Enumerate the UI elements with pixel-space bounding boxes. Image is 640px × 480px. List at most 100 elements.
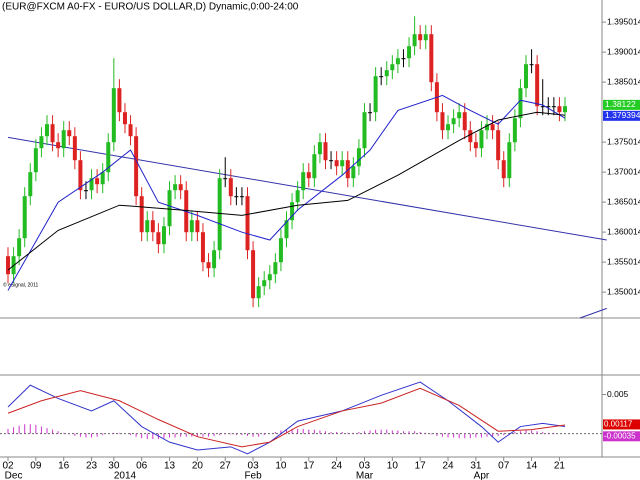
y-tick-label: 1.370014 bbox=[607, 166, 640, 176]
candle-body bbox=[563, 106, 567, 113]
price-marker-label: 1.38122 bbox=[605, 99, 636, 109]
candle-body bbox=[278, 238, 283, 263]
x-tick-label: 09 bbox=[30, 461, 42, 472]
x-tick-label: 14 bbox=[526, 461, 538, 472]
candle-body bbox=[145, 220, 150, 233]
moving-average bbox=[7, 111, 566, 271]
x-tick-label: 17 bbox=[303, 461, 315, 472]
candle-body bbox=[490, 124, 495, 131]
candle-body bbox=[95, 178, 100, 185]
candle-body bbox=[384, 70, 389, 77]
candle-body bbox=[345, 160, 350, 179]
candle-body bbox=[28, 172, 33, 197]
candle-body bbox=[462, 112, 467, 131]
candle-body bbox=[267, 274, 272, 281]
candle-body bbox=[167, 190, 172, 227]
candle-body bbox=[362, 112, 367, 149]
candle-body bbox=[518, 88, 523, 119]
x-tick-label: 03 bbox=[248, 461, 260, 472]
x-tick-label: 03 bbox=[359, 461, 371, 472]
candle-body bbox=[334, 160, 339, 167]
x-tick-label: 17 bbox=[415, 461, 427, 472]
candle-body bbox=[50, 124, 55, 143]
candle-body bbox=[401, 58, 406, 60]
candle-body bbox=[61, 130, 66, 149]
candle-body bbox=[245, 196, 250, 251]
x-tick-label: 10 bbox=[387, 461, 399, 472]
candle-body bbox=[524, 64, 529, 89]
y-tick-label: 1.350014 bbox=[607, 286, 640, 296]
candle-body bbox=[83, 190, 88, 192]
moving-average bbox=[7, 94, 566, 291]
x-month-label: Dec bbox=[5, 471, 23, 480]
candle-body bbox=[468, 130, 473, 143]
candle-body bbox=[234, 196, 239, 198]
trendline bbox=[579, 307, 607, 319]
candle-body bbox=[251, 250, 256, 299]
x-tick-label: 06 bbox=[136, 461, 148, 472]
candle-body bbox=[312, 154, 317, 179]
candle-body bbox=[206, 262, 211, 269]
candle-body bbox=[156, 232, 161, 245]
candle-body bbox=[457, 112, 462, 119]
macd-marker-label: 0.00117 bbox=[604, 420, 633, 429]
candle-body bbox=[22, 196, 27, 239]
x-tick-label: 21 bbox=[554, 461, 566, 472]
macd-marker-label: -0.00035 bbox=[604, 431, 636, 440]
x-tick-label: 24 bbox=[331, 461, 343, 472]
candle-body bbox=[479, 130, 484, 149]
candle-body bbox=[306, 172, 311, 179]
candle-body bbox=[340, 160, 345, 167]
macd-marker bbox=[603, 419, 640, 430]
price-marker bbox=[603, 99, 640, 110]
candle-body bbox=[418, 34, 423, 41]
x-tick-label: 02 bbox=[2, 461, 14, 472]
candle-body bbox=[373, 76, 378, 113]
y-tick-label: 1.365014 bbox=[607, 196, 640, 206]
candle-body bbox=[329, 160, 334, 162]
candle-body bbox=[189, 220, 194, 233]
candle-body bbox=[195, 220, 200, 233]
x-month-label: Mar bbox=[356, 471, 374, 480]
x-tick-label: 13 bbox=[164, 461, 176, 472]
y-tick-label: 1.355014 bbox=[607, 256, 640, 266]
candle-body bbox=[323, 142, 328, 161]
candle-body bbox=[451, 118, 456, 125]
candle-body bbox=[173, 184, 178, 191]
candle-body bbox=[535, 64, 540, 107]
candle-body bbox=[17, 238, 22, 257]
y-tick-label: 1.385014 bbox=[607, 76, 640, 86]
candle-body bbox=[89, 178, 94, 191]
x-month-label: 2014 bbox=[114, 471, 137, 480]
x-tick-label: 30 bbox=[108, 461, 120, 472]
candle-body bbox=[529, 64, 534, 66]
candle-body bbox=[72, 136, 77, 161]
y-tick-label: 1.375014 bbox=[607, 136, 640, 146]
candle-body bbox=[67, 130, 72, 137]
candle-body bbox=[100, 172, 105, 185]
candle-body bbox=[551, 106, 556, 108]
candle-body bbox=[546, 106, 551, 108]
watermark: © eSignal, 2011 bbox=[3, 281, 39, 288]
candle-body bbox=[390, 64, 395, 71]
candle-body bbox=[39, 136, 44, 149]
candle-body bbox=[379, 76, 384, 78]
candle-body bbox=[356, 148, 361, 167]
price-marker-label: 1.379394 bbox=[605, 110, 640, 120]
x-tick-label: 24 bbox=[442, 461, 454, 472]
candle-body bbox=[301, 172, 306, 191]
price-marker bbox=[603, 110, 640, 121]
x-tick-label: 27 bbox=[220, 461, 232, 472]
candle-body bbox=[485, 124, 490, 131]
candle-body bbox=[6, 256, 10, 275]
candle-body bbox=[134, 136, 139, 197]
x-tick-label: 16 bbox=[58, 461, 70, 472]
candle-body bbox=[317, 142, 322, 155]
y-tick-label: 1.390014 bbox=[607, 46, 640, 56]
candle-body bbox=[33, 148, 38, 173]
x-tick-label: 23 bbox=[86, 461, 98, 472]
macd-marker bbox=[603, 431, 640, 442]
x-tick-label: 07 bbox=[498, 461, 510, 472]
x-tick-label: 31 bbox=[470, 461, 482, 472]
